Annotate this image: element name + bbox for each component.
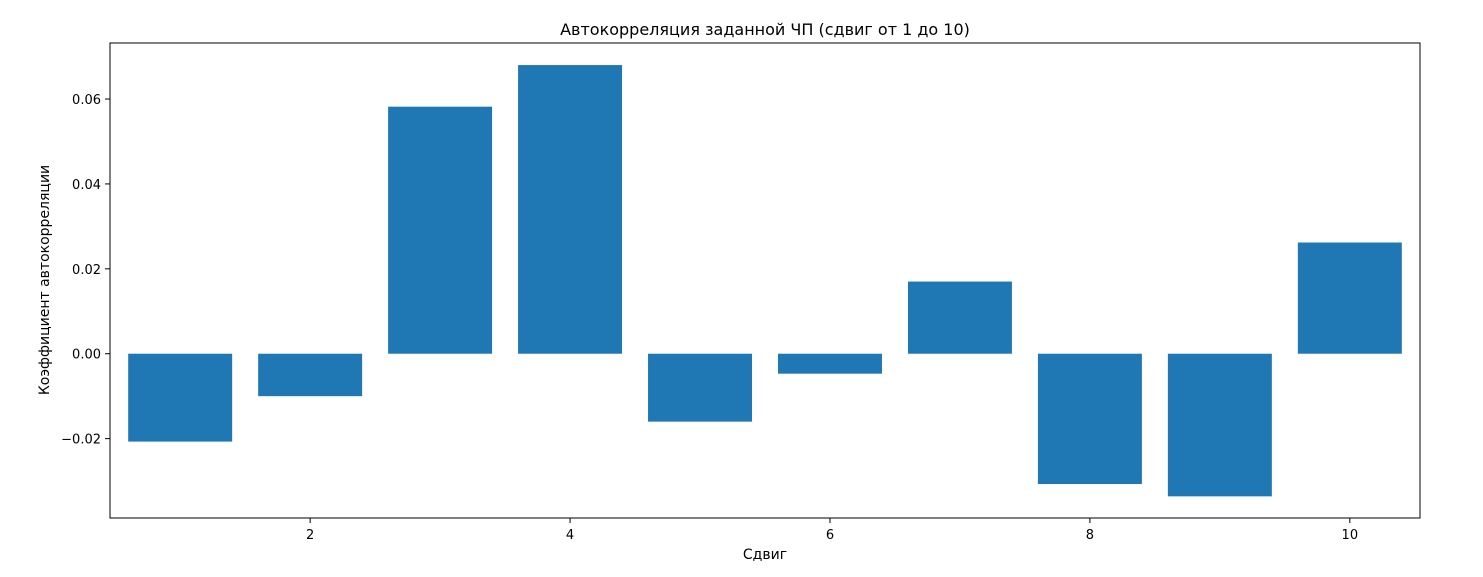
chart-title: Автокорреляция заданной ЧП (сдвиг от 1 д… [560, 20, 970, 39]
y-tick-label: 0.00 [72, 348, 101, 363]
plot-area-frame [109, 42, 1421, 519]
x-tick-label: 8 [1086, 528, 1094, 543]
bars-layer [128, 65, 1402, 497]
bar-lag-7 [907, 281, 1012, 354]
bar-lag-4 [518, 65, 623, 354]
bar-lag-8 [1037, 353, 1142, 485]
y-tick-label: 0.04 [72, 178, 101, 193]
bar-lag-5 [648, 353, 753, 422]
y-tick-label: −0.02 [61, 433, 101, 448]
bar-lag-10 [1297, 242, 1402, 354]
bar-lag-9 [1167, 353, 1272, 497]
bar-lag-3 [388, 106, 493, 354]
x-tick-label: 2 [306, 528, 314, 543]
bar-lag-2 [258, 353, 363, 397]
bar-lag-6 [777, 353, 882, 374]
y-axis-label: Коэффициент автокорреляции [37, 165, 53, 395]
x-axis-ticks: 2 4 6 8 10 [306, 518, 1358, 543]
y-tick-label: 0.02 [72, 263, 101, 278]
x-axis-label: Сдвиг [743, 547, 787, 563]
x-tick-label: 6 [826, 528, 834, 543]
x-tick-label: 4 [566, 528, 574, 543]
y-tick-label: 0.06 [72, 93, 101, 108]
x-tick-label: 10 [1342, 528, 1359, 543]
y-axis-ticks: −0.02 0.00 0.02 0.04 0.06 [61, 93, 110, 448]
bar-lag-1 [128, 353, 233, 442]
